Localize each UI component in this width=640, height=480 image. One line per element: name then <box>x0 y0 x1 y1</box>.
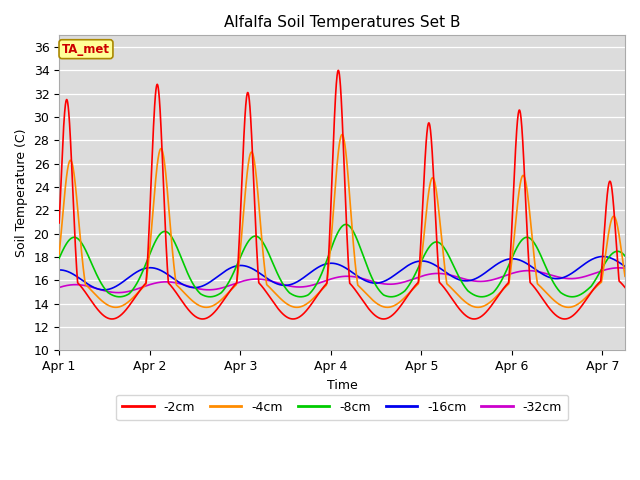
Y-axis label: Soil Temperature (C): Soil Temperature (C) <box>15 129 28 257</box>
Title: Alfalfa Soil Temperatures Set B: Alfalfa Soil Temperatures Set B <box>224 15 460 30</box>
Legend: -2cm, -4cm, -8cm, -16cm, -32cm: -2cm, -4cm, -8cm, -16cm, -32cm <box>116 395 568 420</box>
Text: TA_met: TA_met <box>62 43 110 56</box>
X-axis label: Time: Time <box>326 379 358 392</box>
